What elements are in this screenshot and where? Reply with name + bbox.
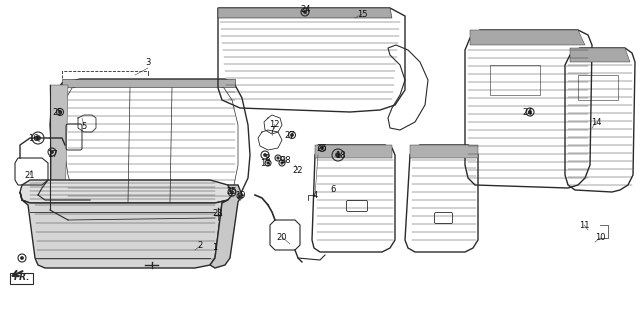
Polygon shape: [62, 79, 235, 87]
Text: 12: 12: [269, 120, 279, 129]
Text: 3: 3: [145, 57, 150, 66]
Text: 4: 4: [312, 191, 317, 200]
Circle shape: [291, 133, 294, 137]
Text: 14: 14: [591, 117, 601, 126]
Text: 13: 13: [260, 159, 270, 167]
Circle shape: [51, 150, 54, 154]
Text: 17: 17: [47, 150, 58, 159]
Polygon shape: [218, 8, 392, 18]
Text: 6: 6: [330, 185, 336, 194]
Text: 7: 7: [269, 125, 275, 134]
Circle shape: [335, 153, 340, 158]
Polygon shape: [470, 30, 585, 45]
Text: 24: 24: [301, 5, 311, 14]
Text: 18: 18: [335, 150, 346, 159]
Text: 21: 21: [25, 171, 35, 180]
Circle shape: [303, 11, 307, 14]
Text: 1: 1: [212, 243, 218, 252]
Polygon shape: [50, 85, 68, 210]
Text: FR.: FR.: [13, 273, 30, 282]
Polygon shape: [20, 192, 228, 268]
Circle shape: [20, 256, 24, 260]
Text: 16: 16: [28, 133, 38, 142]
Circle shape: [230, 191, 234, 193]
Text: 25: 25: [227, 188, 237, 197]
Polygon shape: [315, 145, 392, 158]
Text: 22: 22: [292, 166, 303, 175]
Polygon shape: [410, 145, 478, 158]
Text: 11: 11: [579, 221, 589, 230]
Text: 15: 15: [356, 10, 367, 19]
Circle shape: [277, 157, 279, 159]
Circle shape: [264, 154, 266, 156]
Text: 5: 5: [81, 121, 86, 130]
Circle shape: [529, 111, 531, 113]
Text: 28: 28: [281, 155, 291, 164]
Circle shape: [35, 136, 40, 141]
Circle shape: [281, 162, 284, 164]
Polygon shape: [210, 185, 242, 268]
Circle shape: [239, 195, 241, 197]
Circle shape: [321, 146, 323, 150]
Text: 24: 24: [523, 108, 533, 116]
Text: 19: 19: [235, 192, 245, 201]
Polygon shape: [20, 180, 232, 203]
Text: 9: 9: [280, 155, 285, 164]
Text: 26: 26: [317, 143, 327, 153]
Text: 10: 10: [595, 234, 605, 243]
Text: 20: 20: [276, 232, 287, 242]
Text: 25: 25: [52, 108, 63, 116]
Text: 27: 27: [285, 130, 295, 139]
Circle shape: [58, 111, 61, 113]
Text: 8: 8: [264, 154, 269, 163]
Text: 23: 23: [212, 209, 223, 218]
Polygon shape: [570, 48, 630, 62]
Text: 2: 2: [197, 242, 203, 251]
Circle shape: [267, 162, 269, 164]
